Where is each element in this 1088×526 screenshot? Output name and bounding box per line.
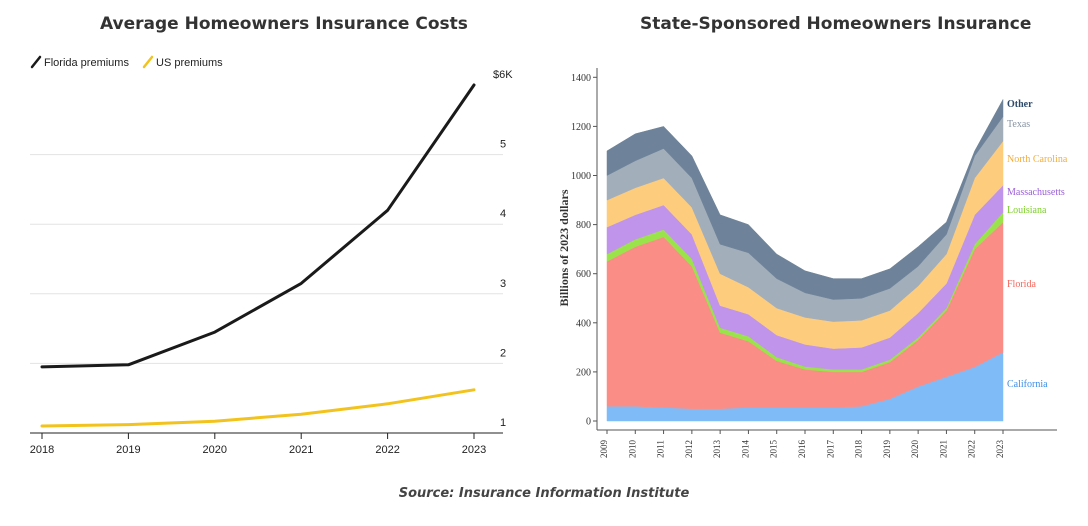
y-tick-label: 2 xyxy=(500,347,506,359)
x-tick-label: 2013 xyxy=(712,440,722,459)
legend-swatch-florida-premiums xyxy=(30,55,42,69)
x-tick-label: 2020 xyxy=(203,444,227,456)
series-label-massachusetts: Massachusetts xyxy=(1007,187,1065,198)
left-chart-title: Average Homeowners Insurance Costs xyxy=(100,14,468,34)
legend-swatch-us-premiums xyxy=(142,55,154,69)
series-label-texas: Texas xyxy=(1007,119,1030,130)
series-label-north-carolina: North Carolina xyxy=(1007,154,1068,165)
x-tick-label: 2011 xyxy=(656,440,666,458)
y-tick-label: $6K xyxy=(493,69,513,81)
right-chart-title: State-Sponsored Homeowners Insurance xyxy=(640,14,1032,34)
source-note: Source: Insurance Information Institute xyxy=(398,486,690,501)
x-tick-label: 2023 xyxy=(995,440,1005,459)
legend-label-us-premiums: US premiums xyxy=(156,57,223,69)
series-label-louisiana: Louisiana xyxy=(1007,205,1047,216)
x-tick-label: 2019 xyxy=(116,444,140,456)
y-tick-label: 800 xyxy=(576,220,591,231)
y-axis-label: Billions of 2023 dollars xyxy=(557,189,571,306)
x-tick-label: 2022 xyxy=(375,444,399,456)
x-tick-label: 2010 xyxy=(627,440,637,459)
x-tick-label: 2012 xyxy=(684,440,694,458)
x-tick-label: 2021 xyxy=(938,440,948,458)
y-tick-label: 5 xyxy=(500,139,506,151)
y-tick-label: 1400 xyxy=(571,73,591,84)
x-tick-label: 2022 xyxy=(967,440,977,458)
other-area xyxy=(606,99,1004,300)
x-tick-label: 2018 xyxy=(30,444,54,456)
x-tick-label: 2017 xyxy=(825,440,835,459)
x-tick-label: 2015 xyxy=(769,440,779,459)
x-tick-label: 2020 xyxy=(910,440,920,459)
y-tick-label: 0 xyxy=(586,417,591,428)
us-premiums-line xyxy=(40,388,476,428)
x-tick-label: 2023 xyxy=(462,444,486,456)
series-label-florida: Florida xyxy=(1007,279,1036,290)
x-tick-label: 2018 xyxy=(854,440,864,459)
y-tick-label: 400 xyxy=(576,318,591,329)
y-tick-label: 4 xyxy=(500,208,506,220)
y-tick-label: 200 xyxy=(576,367,591,378)
legend-label-florida-premiums: Florida premiums xyxy=(44,57,129,69)
x-tick-label: 2016 xyxy=(797,440,807,459)
florida-vs-us-premiums-chart: 1 2 3 4 5 $6K 2018 2019 2020 2021 2022 2023 Florida … xyxy=(30,55,513,456)
x-tick-label: 2021 xyxy=(289,444,313,456)
series-label-california: California xyxy=(1007,379,1048,390)
florida-premiums-line xyxy=(40,83,476,369)
y-tick-label: 1 xyxy=(500,417,506,429)
series-label-other: Other xyxy=(1007,99,1033,110)
state-sponsored-insurance-chart: 0 200 400 600 800 1000 1200 1400 Billions of 202… xyxy=(557,68,1068,459)
x-tick-label: 2014 xyxy=(740,440,750,459)
y-tick-label: 1200 xyxy=(571,122,591,133)
y-tick-label: 1000 xyxy=(571,171,591,182)
y-tick-label: 600 xyxy=(576,269,591,280)
x-tick-label: 2009 xyxy=(599,440,609,459)
y-tick-label: 3 xyxy=(500,278,506,290)
x-tick-label: 2019 xyxy=(882,440,892,459)
